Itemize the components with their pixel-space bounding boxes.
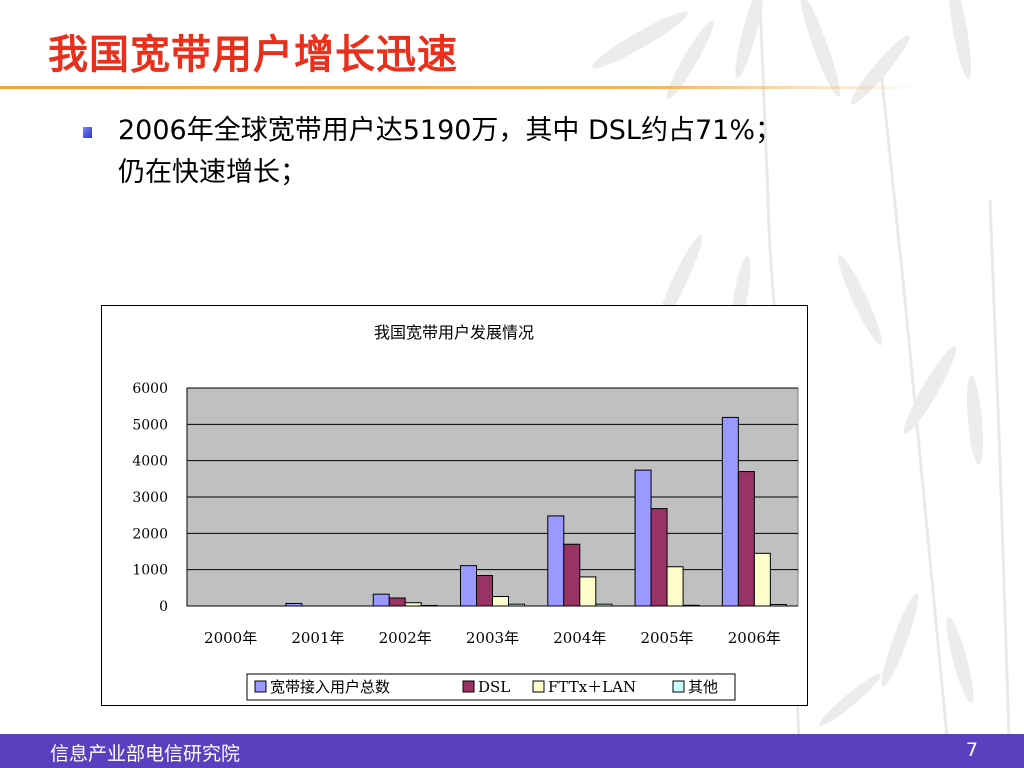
- bar-1: [285, 602, 303, 607]
- legend-swatch: [462, 680, 475, 693]
- bullet-line-1: 2006年全球宽带用户达5190万，其中 DSL约占71%；: [118, 115, 782, 146]
- bar-3: [753, 552, 771, 607]
- bar-3: [492, 596, 509, 607]
- footer-organization: 信息产业部电信研究院: [50, 743, 241, 765]
- x-tick-label: 2002年: [379, 629, 432, 647]
- legend-label: FTTx＋LAN: [548, 678, 636, 696]
- y-tick-label: 6000: [132, 381, 168, 397]
- bar-4: [420, 604, 438, 607]
- title-underline: [0, 86, 920, 89]
- legend-box: [246, 673, 736, 701]
- bar-4: [508, 603, 525, 607]
- slide-title: 我国宽带用户增长迅速: [48, 32, 458, 78]
- broadband-chart: 我国宽带用户发展情况 0 1000 2000 3000 4000 5000 6000 2000年…: [132, 323, 799, 701]
- y-tick-label: 5000: [132, 417, 168, 433]
- bar-3: [404, 602, 422, 607]
- x-tick-label: 2004年: [553, 629, 606, 647]
- x-tick-label: 2001年: [291, 629, 344, 647]
- bar-2: [476, 574, 493, 607]
- bar-3: [666, 566, 684, 607]
- chart-frame: 我国宽带用户发展情况 0 1000 2000 3000 4000 5000 6000 2000年…: [101, 305, 808, 706]
- bar-4: [595, 603, 613, 607]
- legend-swatch: [532, 680, 545, 693]
- bar-1: [372, 593, 390, 607]
- legend-label: 其他: [688, 678, 718, 696]
- bar-1: [547, 515, 565, 607]
- y-tick-label: 4000: [132, 454, 168, 470]
- bar-2: [563, 543, 581, 607]
- y-tick-label: 2000: [132, 526, 168, 542]
- bar-2: [650, 508, 668, 607]
- x-tick-label: 2006年: [728, 629, 781, 647]
- bar-1: [721, 416, 739, 607]
- bar-4: [682, 604, 700, 607]
- legend-label: 宽带接入用户总数: [270, 678, 390, 696]
- bar-1: [634, 469, 652, 607]
- page-number: 7: [965, 739, 978, 761]
- y-tick-label: 0: [159, 599, 168, 615]
- legend-swatch: [254, 680, 267, 693]
- bar-2: [737, 471, 755, 607]
- x-tick-label: 2005年: [640, 629, 693, 647]
- bar-4: [769, 604, 787, 607]
- bar-2: [388, 597, 406, 607]
- bar-3: [579, 576, 597, 607]
- bullet-text: 2006年全球宽带用户达5190万，其中 DSL约占71%； 仍在快速增长；: [118, 110, 938, 194]
- chart-title: 我国宽带用户发展情况: [374, 323, 534, 342]
- x-tick-label: 2000年: [204, 629, 257, 647]
- y-tick-label: 1000: [132, 563, 168, 579]
- x-tick-label: 2003年: [466, 629, 519, 647]
- legend-swatch: [672, 680, 685, 693]
- footer-bar: 信息产业部电信研究院 7: [0, 734, 1024, 768]
- bullet-line-2: 仍在快速增长；: [118, 157, 307, 188]
- y-tick-label: 3000: [132, 490, 168, 506]
- bar-1: [460, 565, 477, 607]
- legend-label: DSL: [478, 678, 510, 696]
- bullet-icon: [83, 127, 92, 138]
